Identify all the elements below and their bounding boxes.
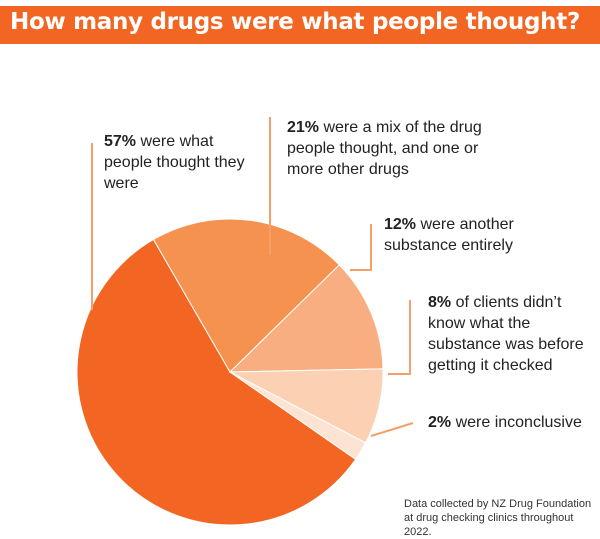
annotation-57-text: were what people thought they were <box>104 133 245 192</box>
pie-slice-2 <box>229 371 367 461</box>
title-banner: How many drugs were what people thought? <box>0 6 600 44</box>
annotation-8-pct: 8% <box>428 294 452 311</box>
annotation-21: 21% were a mix of the drug people though… <box>287 117 502 180</box>
annotation-12-pct: 12% <box>384 216 417 233</box>
annotation-57-pct: 57% <box>104 133 137 150</box>
pie-slices <box>76 218 384 526</box>
chart-title: How many drugs were what people thought? <box>10 9 580 35</box>
leader-line-8 <box>388 300 411 375</box>
annotation-2: 2% were inconclusive <box>428 412 598 433</box>
leader-line-2 <box>370 422 414 437</box>
annotation-21-pct: 21% <box>287 119 320 136</box>
source-note: Data collected by NZ Drug Foundation at … <box>404 498 592 538</box>
pie-slice-12 <box>228 264 384 373</box>
annotation-8: 8% of clients didn’t know what the subst… <box>428 292 593 376</box>
annotation-8-text: of clients didn’t know what the substanc… <box>428 294 584 374</box>
annotation-12-text: were another substance entirely <box>384 216 514 254</box>
leader-line-12 <box>350 224 372 271</box>
annotation-57: 57% were what people thought they were <box>104 131 254 194</box>
leader-lines <box>91 117 414 437</box>
annotation-12: 12% were another substance entirely <box>384 214 564 256</box>
annotation-2-pct: 2% <box>428 414 452 431</box>
pie-slice-21 <box>152 218 341 373</box>
annotation-21-text: were a mix of the drug people thought, a… <box>287 119 482 178</box>
annotation-2-text: were inconclusive <box>451 414 582 431</box>
pie-slice-57 <box>76 238 357 526</box>
